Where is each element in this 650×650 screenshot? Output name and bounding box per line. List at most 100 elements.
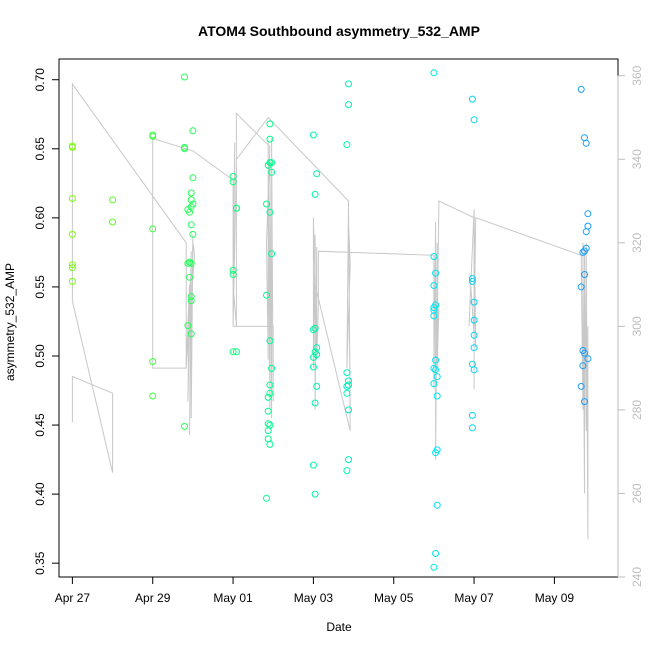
- data-point: [266, 208, 274, 216]
- data-point: [468, 424, 476, 432]
- y-tick-label: 0.40: [33, 482, 47, 506]
- data-point: [184, 322, 192, 330]
- data-point: [345, 377, 352, 385]
- data-point: [468, 411, 476, 419]
- y2-tick-label: 260: [630, 483, 644, 503]
- data-point: [430, 380, 438, 388]
- data-point: [582, 228, 590, 236]
- data-point: [268, 250, 276, 258]
- y-tick-label: 0.65: [33, 137, 47, 161]
- data-point: [584, 210, 592, 218]
- data-point: [266, 381, 274, 389]
- data-point: [309, 326, 317, 334]
- data-point: [229, 178, 237, 186]
- data-point: [577, 283, 585, 291]
- data-point: [149, 358, 157, 365]
- data-point: [229, 266, 237, 274]
- y2-tick-label: 340: [630, 149, 644, 169]
- secondary-line-series: [71, 82, 589, 540]
- data-point: [187, 196, 195, 204]
- data-point: [266, 135, 274, 143]
- data-point: [268, 159, 276, 167]
- y2-tick-label: 240: [630, 567, 644, 587]
- chart-title: ATOM4 Southbound asymmetry_532_AMP: [198, 23, 480, 39]
- data-point: [582, 244, 590, 252]
- data-point: [433, 446, 441, 454]
- data-point: [266, 421, 274, 429]
- data-point: [309, 363, 317, 371]
- data-point: [184, 259, 192, 267]
- data-point: [581, 398, 588, 406]
- data-point: [470, 366, 478, 374]
- data-point: [430, 563, 438, 571]
- data-point: [581, 271, 588, 278]
- data-point: [313, 382, 321, 390]
- data-point: [432, 356, 440, 364]
- data-point: [584, 222, 592, 230]
- data-point: [149, 132, 157, 140]
- data-point: [68, 277, 76, 285]
- data-point: [181, 145, 188, 153]
- secondary-series-line: [71, 82, 589, 540]
- data-point: [181, 73, 188, 81]
- data-point: [264, 407, 272, 415]
- data-point: [345, 80, 352, 88]
- x-tick-label: Apr 27: [55, 591, 91, 605]
- data-point: [433, 501, 441, 509]
- data-point: [263, 200, 270, 208]
- data-point: [345, 456, 352, 464]
- data-point: [432, 269, 440, 277]
- data-point: [468, 277, 476, 285]
- data-point: [579, 248, 587, 256]
- scatter-point-series: [68, 69, 592, 571]
- data-point: [584, 355, 592, 363]
- data-point: [68, 264, 76, 272]
- data-point: [264, 393, 272, 401]
- data-point: [313, 170, 321, 178]
- x-axis-label: Date: [326, 620, 352, 634]
- x-tick-label: Apr 29: [135, 591, 171, 605]
- data-point: [345, 406, 352, 414]
- y2-tick-label: 280: [630, 400, 644, 420]
- data-point: [430, 253, 438, 260]
- y2-tick-label: 320: [630, 232, 644, 252]
- data-point: [266, 440, 274, 448]
- data-point: [343, 389, 351, 397]
- y-tick-label: 0.50: [33, 344, 47, 368]
- data-point: [433, 373, 441, 381]
- data-point: [577, 382, 585, 390]
- y-tick-label: 0.35: [33, 551, 47, 575]
- plot-frame: [58, 58, 619, 578]
- data-point: [187, 189, 195, 197]
- data-point: [68, 195, 76, 202]
- y-axis-label: asymmetry_532_AMP: [3, 263, 17, 381]
- data-point: [186, 258, 193, 266]
- data-point: [189, 127, 197, 135]
- y-tick-label: 0.45: [33, 413, 47, 437]
- data-point: [311, 190, 319, 198]
- y-tick-label: 0.55: [33, 275, 47, 299]
- data-point: [432, 366, 440, 374]
- data-point: [432, 301, 440, 309]
- data-point: [68, 261, 76, 269]
- data-point: [189, 200, 197, 208]
- data-point: [313, 351, 321, 359]
- data-point: [311, 399, 319, 407]
- data-point: [468, 275, 476, 283]
- data-point: [432, 550, 440, 557]
- data-point: [430, 364, 438, 372]
- data-point: [187, 293, 195, 301]
- data-point: [189, 174, 197, 182]
- data-point: [343, 369, 351, 377]
- data-point: [149, 392, 157, 400]
- data-point: [470, 298, 478, 306]
- data-point: [266, 389, 274, 397]
- data-point: [470, 316, 478, 324]
- data-point: [579, 362, 587, 370]
- axes: Apr 27 Apr 29 May 01 May 03 May 05 May 07 May …: [33, 58, 644, 605]
- data-point: [433, 392, 441, 400]
- y2-tick-label: 360: [630, 65, 644, 85]
- data-point: [232, 204, 240, 212]
- data-point: [189, 230, 197, 238]
- data-point: [430, 69, 438, 77]
